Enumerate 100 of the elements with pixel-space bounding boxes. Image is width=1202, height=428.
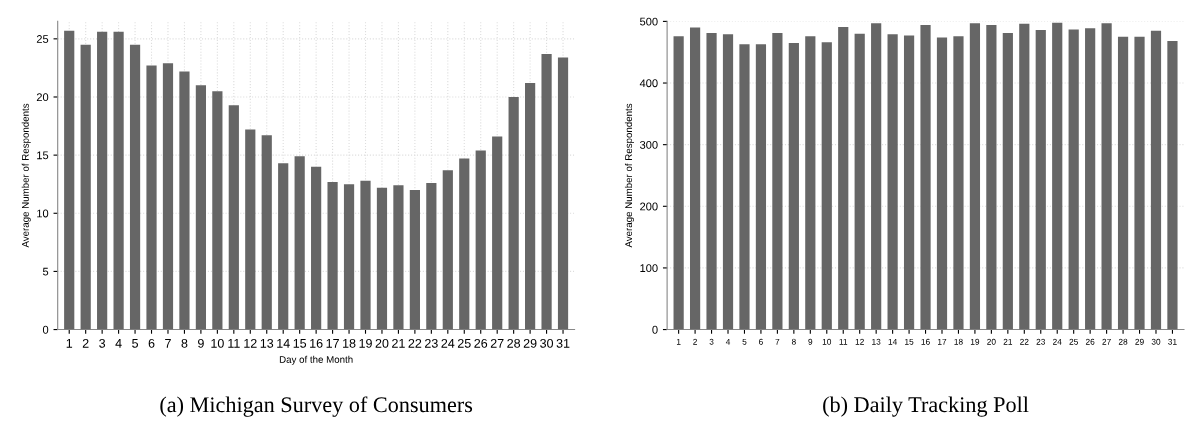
bar xyxy=(492,136,503,330)
y-axis-title: Average Number of Respondents xyxy=(624,103,634,248)
bar xyxy=(541,53,552,330)
bar xyxy=(1117,36,1129,330)
y-tick-label: 25 xyxy=(36,35,49,43)
text: (a) Michigan Survey of Consumers xyxy=(160,396,473,417)
y-tick-label: 300 xyxy=(639,140,658,149)
x-tick-label: 9 xyxy=(808,338,813,345)
bar xyxy=(376,187,388,330)
x-tick-label: 7 xyxy=(775,338,780,345)
bar xyxy=(854,33,865,330)
x-tick-label: 16 xyxy=(310,338,323,348)
x-tick-label: 27 xyxy=(490,338,504,348)
bar xyxy=(113,31,124,330)
x-tick-label: 24 xyxy=(441,338,455,348)
bar xyxy=(179,71,190,330)
bar xyxy=(162,63,174,330)
bar xyxy=(508,96,519,330)
x-tick-label: 19 xyxy=(359,338,372,348)
x-tick-label: 24 xyxy=(1053,338,1062,345)
bar xyxy=(393,185,404,330)
bar xyxy=(1167,41,1178,330)
bar xyxy=(1019,23,1030,330)
x-tick-label: 5 xyxy=(742,338,747,345)
y-tick-label: 500 xyxy=(639,17,658,26)
bar xyxy=(838,26,849,330)
x-tick-label: 20 xyxy=(987,338,996,345)
x-tick-label: 31 xyxy=(556,338,570,348)
x-tick-label: 22 xyxy=(408,338,422,348)
x-tick-label: 13 xyxy=(260,338,274,348)
bar xyxy=(212,91,223,330)
x-tick-label: 21 xyxy=(392,338,405,348)
bar xyxy=(969,23,981,330)
bar xyxy=(755,44,767,330)
bar xyxy=(311,166,322,330)
bar xyxy=(327,181,338,330)
bar xyxy=(673,36,684,330)
x-tick-label: 14 xyxy=(888,338,898,345)
x-tick-label: 9 xyxy=(198,338,204,348)
y-tick-label: 100 xyxy=(640,264,658,273)
x-tick-label: 4 xyxy=(725,338,731,345)
bar xyxy=(722,34,734,330)
bar xyxy=(64,30,75,330)
y-tick-label: 10 xyxy=(37,209,49,218)
x-tick-label: 3 xyxy=(99,338,106,348)
bar xyxy=(953,36,964,330)
x-tick-label: 20 xyxy=(375,338,389,348)
x-tick-label: 11 xyxy=(228,339,240,348)
x-tick-label: 7 xyxy=(165,339,171,348)
x-tick-label: 6 xyxy=(759,338,763,345)
x-tick-label: 2 xyxy=(82,338,89,348)
bar xyxy=(129,44,141,330)
x-tick-label: 15 xyxy=(905,338,914,345)
x-tick-label: 1 xyxy=(66,339,73,348)
x-tick-label: 25 xyxy=(457,338,471,348)
bar xyxy=(294,156,305,330)
x-tick-label: 8 xyxy=(181,338,188,348)
bar xyxy=(903,35,915,330)
bar xyxy=(442,170,453,330)
x-tick-label: 26 xyxy=(1085,338,1095,345)
x-tick-label: 17 xyxy=(326,339,339,348)
bar xyxy=(805,36,816,330)
x-tick-label: 19 xyxy=(970,338,980,345)
x-tick-label: 22 xyxy=(1020,338,1029,345)
x-tick-label: 8 xyxy=(791,338,796,345)
x-tick-label: 6 xyxy=(148,338,155,348)
x-axis-title: Day of the Month xyxy=(279,355,353,365)
x-tick-label: 30 xyxy=(1151,338,1161,345)
bar xyxy=(475,150,486,330)
text: (b) Daily Tracking Poll xyxy=(823,396,1029,417)
bar xyxy=(459,158,470,330)
y-tick-label: 15 xyxy=(37,151,49,160)
bar xyxy=(228,105,239,330)
x-tick-label: 14 xyxy=(277,339,290,348)
bar xyxy=(1052,22,1063,330)
bar xyxy=(80,44,91,330)
bar xyxy=(689,27,701,330)
bar xyxy=(821,42,832,330)
bar xyxy=(1002,33,1013,330)
bar xyxy=(871,23,882,330)
bar xyxy=(146,65,157,330)
x-tick-label: 28 xyxy=(1118,338,1128,345)
bar xyxy=(1085,28,1096,330)
bar xyxy=(343,184,355,330)
y-tick-label: 400 xyxy=(639,79,658,88)
x-tick-label: 11 xyxy=(839,338,848,345)
x-tick-label: 31 xyxy=(1168,338,1177,345)
x-tick-label: 23 xyxy=(1036,338,1046,345)
x-tick-label: 1 xyxy=(676,338,681,345)
bar xyxy=(739,44,750,330)
bar xyxy=(1150,30,1162,330)
bar xyxy=(278,163,289,330)
y-tick-label: 5 xyxy=(42,267,49,276)
x-tick-label: 25 xyxy=(1069,338,1078,345)
x-tick-label: 21 xyxy=(1003,338,1013,345)
bar xyxy=(261,135,272,330)
x-tick-label: 28 xyxy=(507,338,521,348)
x-tick-label: 29 xyxy=(523,338,537,348)
bar xyxy=(936,37,948,330)
bar xyxy=(706,33,717,330)
